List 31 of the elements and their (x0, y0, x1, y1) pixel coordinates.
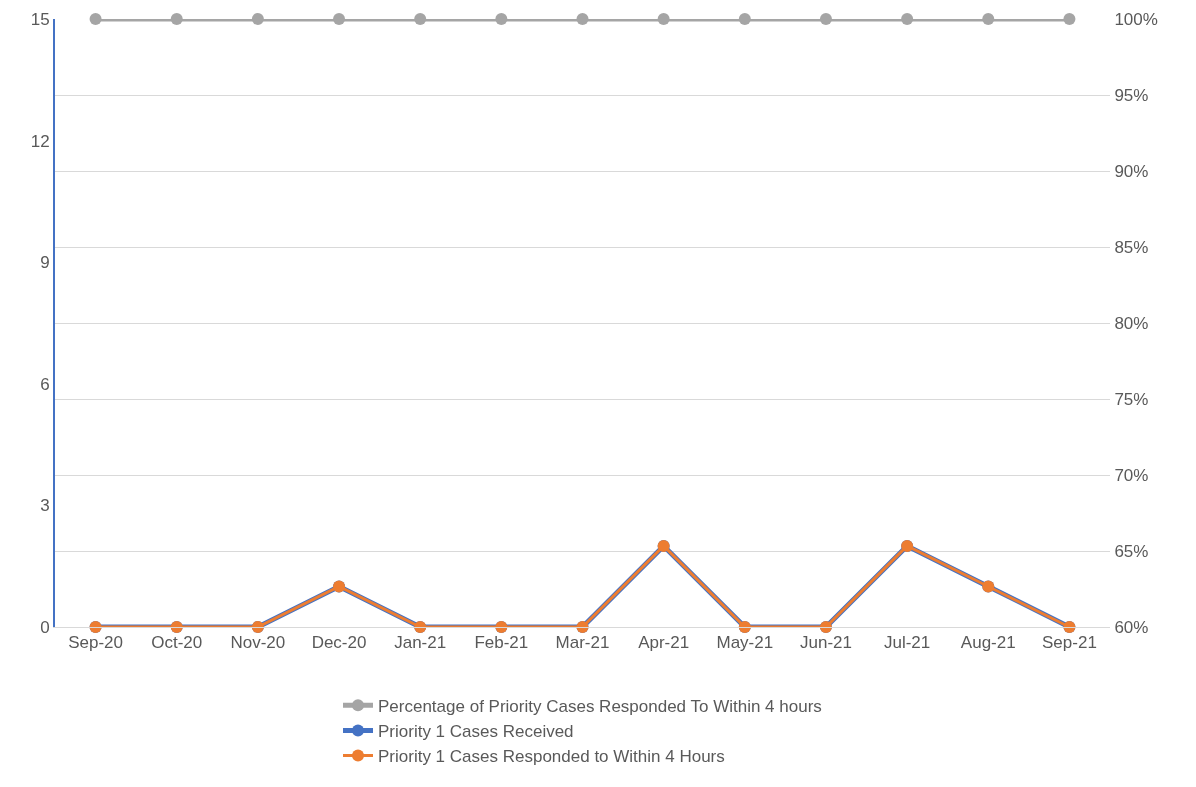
y2-tick-label: 80% (1114, 313, 1149, 333)
x-tick-label: Feb-21 (474, 633, 529, 653)
legend-label: Priority 1 Cases Responded to Within 4 Hours (378, 747, 725, 767)
y2-tick-label: 100% (1114, 9, 1158, 29)
x-tick-label: Mar-21 (555, 633, 610, 653)
x-tick-label: Jan-21 (394, 633, 447, 653)
y2-tick-label: 65% (1114, 541, 1149, 561)
y2-tick-label: 70% (1114, 465, 1149, 485)
x-tick-label: Sep-21 (1042, 633, 1097, 653)
y-tick-label: 3 (40, 496, 50, 516)
y2-tick-label: 85% (1114, 237, 1149, 257)
x-tick-label: Jun-21 (799, 633, 852, 653)
legend-label: Priority 1 Cases Received (378, 722, 574, 742)
x-tick-label: Apr-21 (638, 633, 690, 653)
x-tick-label: May-21 (716, 633, 774, 653)
y-tick-label: 0 (40, 617, 50, 637)
y2-tick-label: 90% (1114, 161, 1149, 181)
y-tick-label: 6 (40, 374, 50, 394)
y2-tick-label: 60% (1114, 617, 1149, 637)
y-tick-label: 9 (40, 253, 50, 273)
x-tick-label: Oct-20 (151, 633, 203, 653)
y2-tick-label: 75% (1114, 389, 1149, 409)
x-tick-label: Sep-20 (68, 633, 123, 653)
x-tick-label: Nov-20 (230, 633, 286, 653)
y2-tick-label: 95% (1114, 85, 1149, 105)
y-tick-label: 15 (30, 9, 50, 29)
legend-label: Percentage of Priority Cases Responded To Within 4 hours (378, 696, 822, 716)
x-tick-label: Jul-21 (883, 633, 931, 653)
x-tick-label: Aug-21 (960, 633, 1016, 653)
x-tick-label: Dec-20 (311, 633, 367, 653)
y-tick-label: 12 (30, 131, 50, 151)
